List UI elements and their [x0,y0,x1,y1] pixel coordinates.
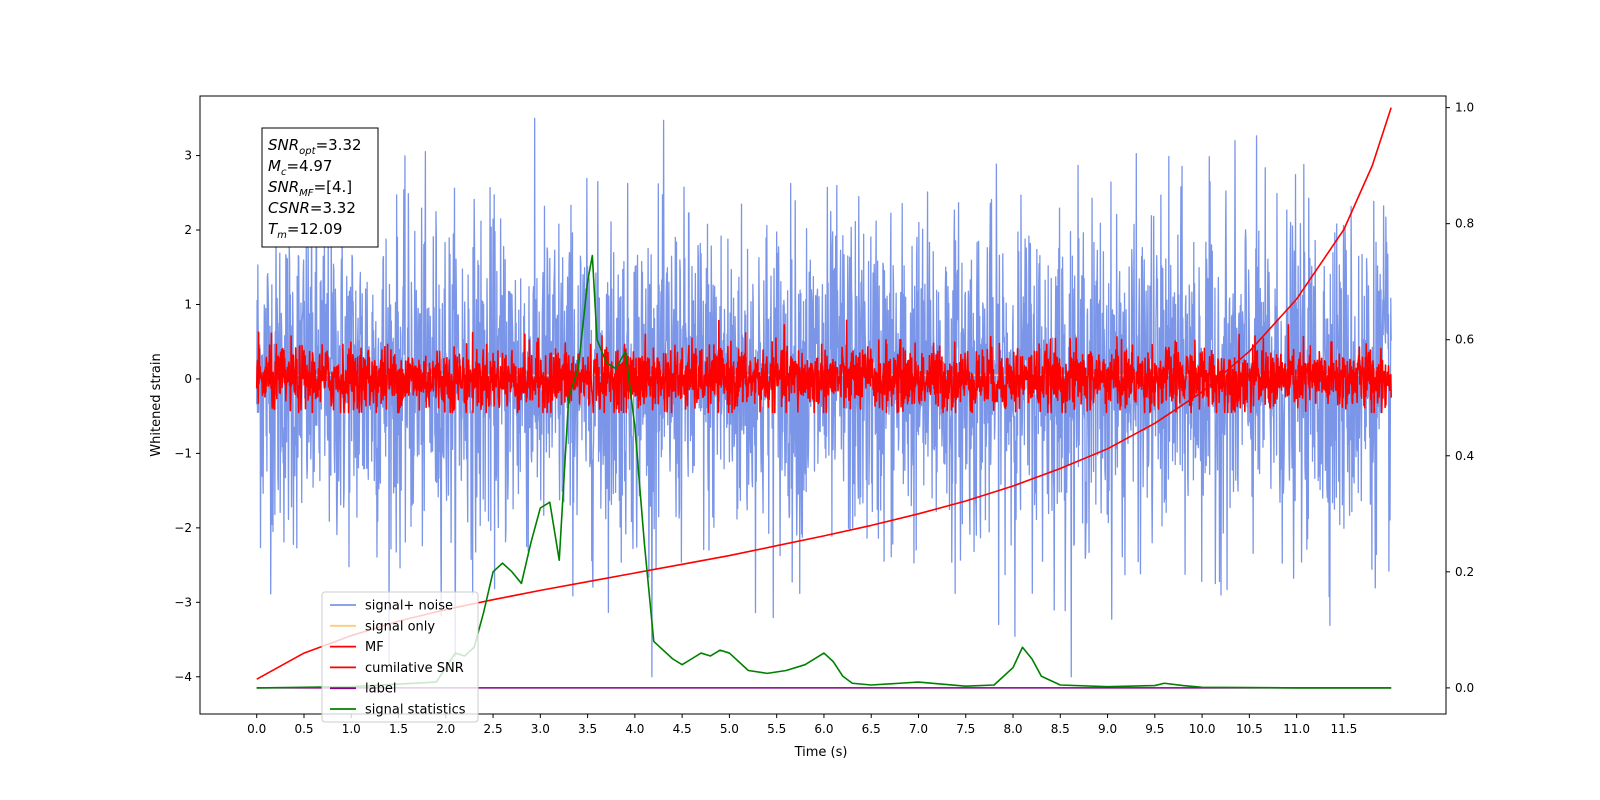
legend-label: signal statistics [365,703,466,718]
x-tick-label: 7.0 [909,722,928,736]
y-tick-label: −4 [174,670,192,684]
legend-label: cumilative SNR [365,661,464,676]
axes-frame [199,95,1447,715]
x-tick-label: 10.5 [1236,722,1263,736]
annotation-line: Mc=4.97 [268,157,332,178]
legend: signal+ noise signal only MF cumilative SNR… [321,591,479,723]
x-tick-label: 9.5 [1145,722,1164,736]
y-tick-label: 1 [184,297,192,311]
x-tick-label: 11.5 [1331,722,1358,736]
y2-tick-label: 0.4 [1455,449,1474,463]
x-tick-label: 3.0 [531,722,550,736]
legend-label: signal only [365,619,435,634]
x-tick-label: 10.0 [1189,722,1216,736]
x-tick-label: 11.0 [1283,722,1310,736]
annotation-line: Tm=12.09 [268,220,342,241]
x-tick-label: 4.0 [625,722,644,736]
x-tick-label: 8.5 [1051,722,1070,736]
x-tick-label: 4.5 [673,722,692,736]
annotation-frame [261,127,379,248]
x-tick-label: 8.0 [1003,722,1022,736]
x-tick-label: 7.5 [956,722,975,736]
x-tick-label: 0.0 [247,722,266,736]
series-line-mf [255,319,1392,414]
x-tick-label: 6.0 [814,722,833,736]
y-tick-label: −2 [174,521,192,535]
x-tick-label: 5.5 [767,722,786,736]
annotation-line: SNRMF=[4.] [268,178,352,199]
annotation-line: SNRopt=3.32 [268,136,362,157]
y-axis-label: Whitened strain [149,353,164,456]
x-tick-label: 1.0 [342,722,361,736]
annotation-line: CSNR=3.32 [268,199,356,217]
x-axis-label: Time (s) [794,745,848,760]
x-tick-label: 1.5 [389,722,408,736]
legend-label: label [365,682,396,697]
x-tick-label: 0.5 [294,722,313,736]
x-tick-label: 9.0 [1098,722,1117,736]
legend-frame [321,591,479,723]
y-tick-label: −1 [174,446,192,460]
x-tick-label: 6.5 [862,722,881,736]
legend-label: signal+ noise [365,599,453,614]
x-axis: 0.0 0.5 1.0 1.5 2.0 2.5 3.0 3.5 4.0 4.5 5.0 5.5 6.0 6… [247,714,1357,736]
series-line-signal-statistics [256,254,1392,689]
y2-tick-label: 1.0 [1455,101,1474,115]
x-tick-label: 2.0 [436,722,455,736]
y-tick-label: 2 [184,223,192,237]
y-tick-label: 3 [184,149,192,163]
legend-label: MF [365,640,384,655]
y2-tick-label: 0.0 [1455,681,1474,695]
y2-tick-label: 0.6 [1455,333,1474,347]
x-tick-label: 3.5 [578,722,597,736]
x-tick-label: 5.0 [720,722,739,736]
y-tick-label: −3 [174,595,192,609]
y-axis-left: 3 2 1 0 −1 −2 −3 −4 [174,149,200,684]
y2-tick-label: 0.2 [1455,565,1474,579]
x-tick-label: 2.5 [484,722,503,736]
y-axis-right: 1.0 0.8 0.6 0.4 0.2 0.0 [1446,101,1474,695]
y-tick-label: 0 [184,372,192,386]
y2-tick-label: 0.8 [1455,217,1474,231]
